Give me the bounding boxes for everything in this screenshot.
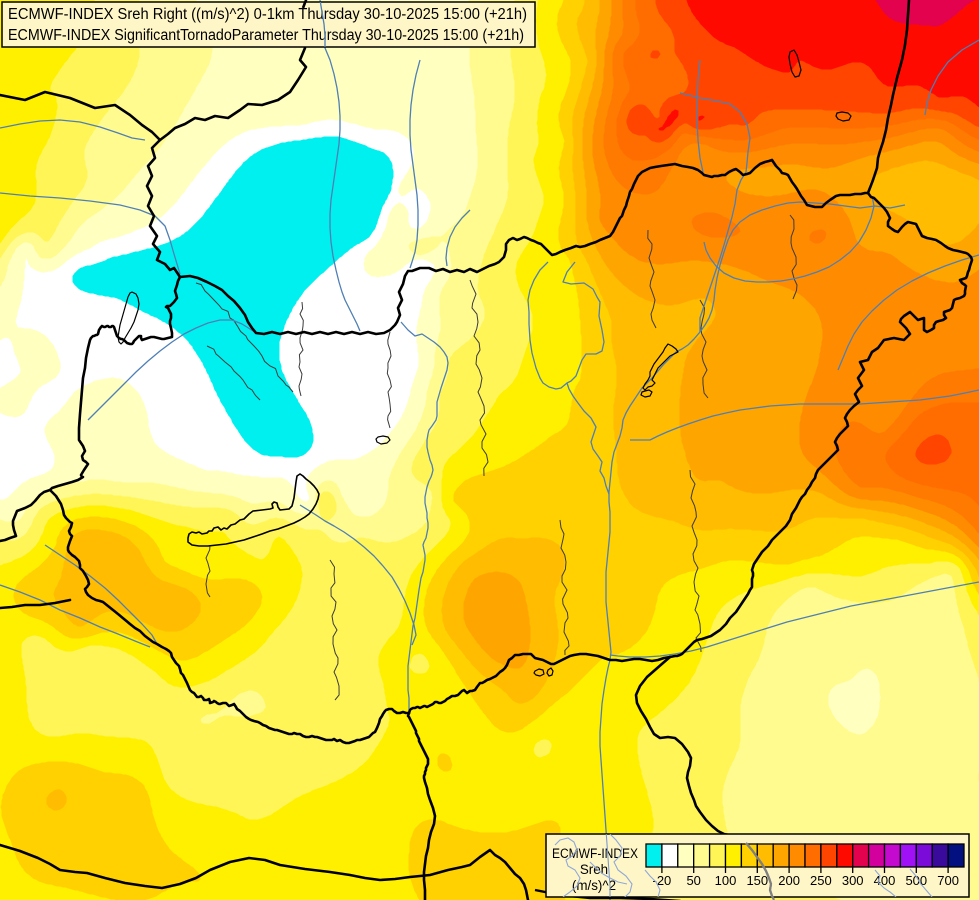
svg-text:-20: -20 xyxy=(653,873,672,888)
svg-text:100: 100 xyxy=(715,873,737,888)
svg-text:700: 700 xyxy=(937,873,959,888)
svg-text:150: 150 xyxy=(746,873,768,888)
svg-text:500: 500 xyxy=(905,873,927,888)
svg-text:Sreh: Sreh xyxy=(580,862,608,877)
svg-text:ECMWF-INDEX Sreh Right ((m/s)^: ECMWF-INDEX Sreh Right ((m/s)^2) 0-1km T… xyxy=(8,6,527,23)
svg-text:ECMWF-INDEX: ECMWF-INDEX xyxy=(552,846,638,861)
svg-text:50: 50 xyxy=(686,873,700,888)
svg-text:(m/s)^2: (m/s)^2 xyxy=(572,878,616,893)
svg-text:250: 250 xyxy=(810,873,832,888)
svg-text:200: 200 xyxy=(778,873,800,888)
svg-text:ECMWF-INDEX SignificantTornado: ECMWF-INDEX SignificantTornadoParameter … xyxy=(8,27,524,44)
svg-text:300: 300 xyxy=(842,873,864,888)
svg-text:400: 400 xyxy=(874,873,896,888)
